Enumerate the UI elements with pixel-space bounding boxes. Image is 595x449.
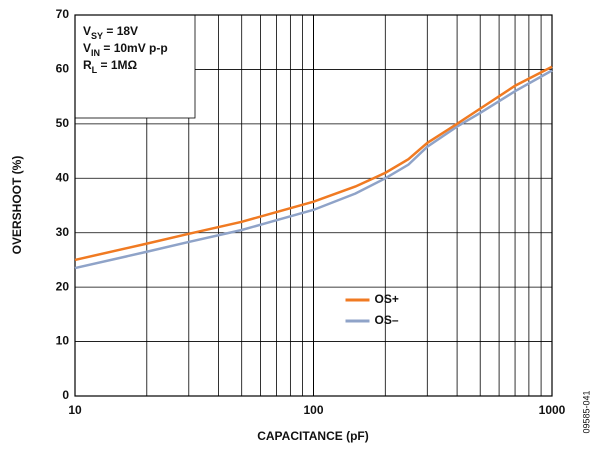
annotation-main: V [83,24,91,38]
y-tick-label: 30 [56,225,70,239]
annotation-rest: = 10mV p-p [100,41,168,55]
x-tick-label: 100 [303,403,323,417]
legend-label: OS– [375,313,399,327]
annotation-text: RL = 1MΩ [83,58,138,75]
annotation-rest: = 1MΩ [97,58,137,72]
figure-id: 09585-041 [581,390,591,433]
y-tick-label: 20 [56,279,70,293]
series-line [74,69,553,270]
y-axis-label: OVERSHOOT (%) [10,156,24,255]
annotation-text: VIN = 10mV p-p [83,41,168,58]
plot-border [74,14,553,397]
annotation-main: R [83,58,92,72]
annotation-text: VSY = 18V [83,24,138,41]
x-tick-label: 1000 [539,403,566,417]
annotation-main: V [83,41,91,55]
x-tick-label: 10 [68,403,82,417]
annotation-box [74,14,196,119]
y-tick-label: 10 [56,334,70,348]
annotation-sub: L [92,65,98,75]
y-tick-label: 0 [62,388,69,402]
series-line [74,65,553,262]
y-tick-label: 40 [56,170,70,184]
y-tick-label: 50 [56,116,70,130]
y-tick-label: 60 [56,62,70,76]
y-tick-label: 70 [56,7,70,21]
annotation-sub: SY [91,31,103,41]
annotation-rest: = 18V [103,24,138,38]
annotation-sub: IN [91,48,100,58]
legend-label: OS+ [375,292,399,306]
x-axis-label: CAPACITANCE (pF) [257,429,369,443]
